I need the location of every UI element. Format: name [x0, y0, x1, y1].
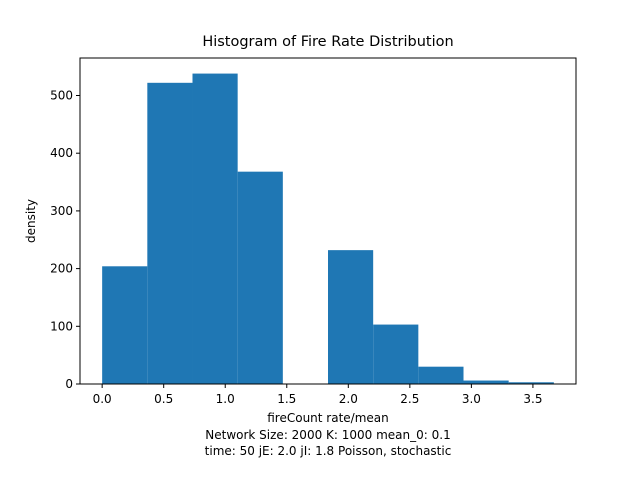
y-tick-label: 500: [50, 89, 73, 103]
histogram-bar: [463, 380, 509, 384]
histogram-bar: [237, 171, 283, 384]
histogram-bar: [328, 250, 374, 384]
x-tick-label: 0.5: [154, 392, 173, 406]
caption-line-1: Network Size: 2000 K: 1000 mean_0: 0.1: [205, 428, 451, 442]
y-tick-label: 300: [50, 204, 73, 218]
x-tick-label: 3.0: [462, 392, 481, 406]
histogram-bar: [508, 382, 554, 384]
x-tick-label: 3.5: [523, 392, 542, 406]
bars-group: [102, 73, 554, 385]
histogram-bar: [373, 324, 419, 384]
x-tick-label: 2.5: [400, 392, 419, 406]
y-ticks-group: 0 100 200 300 400 500: [50, 89, 80, 391]
x-tick-label: 1.0: [216, 392, 235, 406]
histogram-bar: [418, 366, 464, 384]
y-tick-label: 100: [50, 319, 73, 333]
x-tick-label: 0.0: [93, 392, 112, 406]
caption-line-2: time: 50 jE: 2.0 jI: 1.8 Poisson, stocha…: [204, 444, 452, 458]
histogram-bar: [147, 82, 193, 385]
y-tick-label: 200: [50, 262, 73, 276]
x-tick-label: 2.0: [339, 392, 358, 406]
y-tick-label: 0: [65, 377, 73, 391]
x-tick-label: 1.5: [277, 392, 296, 406]
x-axis-label: fireCount rate/mean: [267, 411, 389, 425]
histogram-bar: [102, 266, 148, 384]
plot-frame: [79, 57, 577, 385]
chart-title: Histogram of Fire Rate Distribution: [202, 34, 454, 50]
y-tick-label: 400: [50, 146, 73, 160]
histogram-bar: [192, 73, 238, 384]
x-ticks-group: 0.0 0.5 1.0 1.5 2.0 2.5 3.0 3.5: [93, 384, 542, 406]
